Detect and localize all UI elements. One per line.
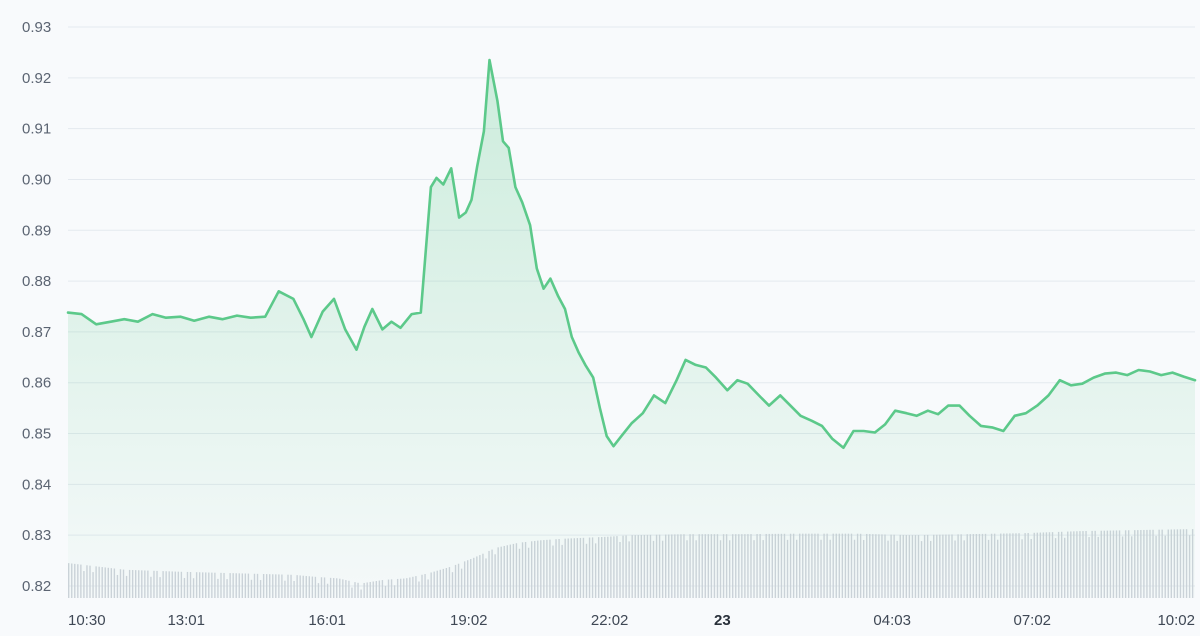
- x-tick-label: 10:30: [68, 612, 106, 629]
- x-tick-label: 04:03: [873, 612, 911, 629]
- y-tick-label: 0.92: [22, 70, 51, 87]
- x-tick-label: 07:02: [1013, 612, 1051, 629]
- price-area-fill: [68, 60, 1195, 598]
- x-axis: 10:30 13:01 16:01 19:02 22:02 23 04:03 07:02 10:…: [68, 612, 1195, 629]
- y-tick-label: 0.93: [22, 19, 51, 36]
- y-tick-label: 0.85: [22, 426, 51, 443]
- y-tick-label: 0.82: [22, 578, 51, 595]
- x-tick-label: 16:01: [308, 612, 346, 629]
- x-tick-label: 19:02: [450, 612, 488, 629]
- y-tick-label: 0.91: [22, 121, 51, 138]
- price-series-line: [66, 58, 1197, 450]
- price-line-layer: [66, 58, 1197, 450]
- y-tick-label: 0.90: [22, 171, 51, 188]
- y-tick-label: 0.83: [22, 527, 51, 544]
- x-tick-label: 13:01: [167, 612, 205, 629]
- y-tick-label: 0.84: [22, 476, 51, 493]
- x-tick-label: 10:02: [1157, 612, 1195, 629]
- y-tick-label: 0.87: [22, 324, 51, 341]
- y-tick-label: 0.86: [22, 375, 51, 392]
- x-tick-label: 22:02: [591, 612, 629, 629]
- price-area: [68, 60, 1195, 598]
- y-tick-label: 0.89: [22, 222, 51, 239]
- y-axis: 0.93 0.92 0.91 0.90 0.89 0.88 0.87 0.86 0.85 0.84…: [22, 19, 51, 595]
- x-tick-label: 23: [714, 612, 731, 629]
- y-tick-label: 0.88: [22, 273, 51, 290]
